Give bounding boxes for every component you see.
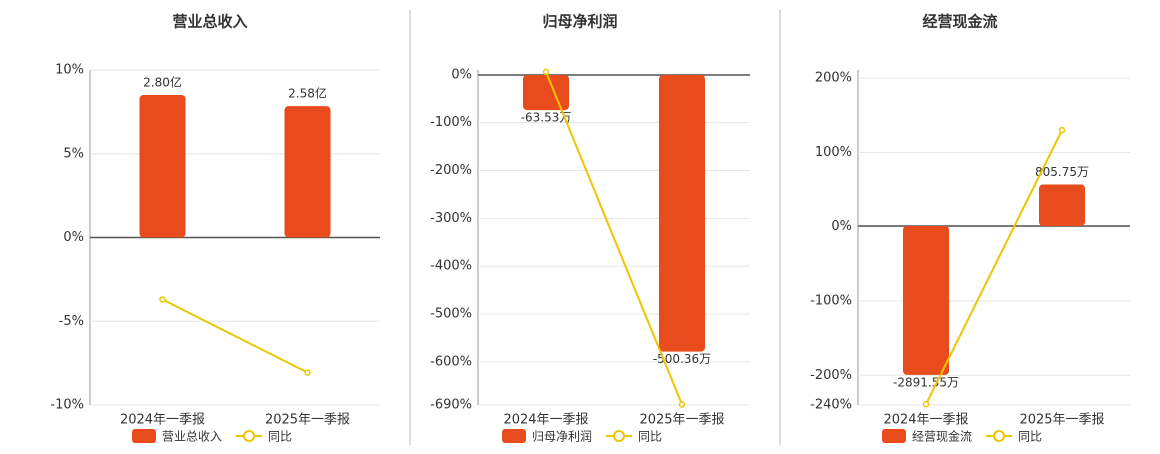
y-tick-label: -300% (430, 211, 472, 226)
legend-label: 同比 (1018, 430, 1042, 444)
bar (284, 106, 331, 238)
data-label: -63.53万 (521, 111, 572, 125)
data-label: 805.75万 (1035, 165, 1089, 179)
chart-title: 营业总收入 (172, 13, 247, 31)
y-tick-label: -400% (430, 259, 472, 274)
y-tick-label: 10% (55, 63, 84, 78)
legend-swatch (132, 429, 156, 443)
y-tick-label: -200% (810, 368, 852, 383)
data-label: 2.80亿 (143, 74, 182, 89)
line (925, 129, 1063, 405)
y-tick-label: 5% (63, 146, 84, 161)
y-tick-label: -100% (430, 115, 472, 130)
y-tick-label: 0% (63, 230, 84, 245)
y-tick-label: -500% (430, 307, 472, 322)
line (162, 298, 308, 374)
y-tick-label: -600% (430, 354, 472, 369)
y-tick-label: 200% (815, 71, 852, 86)
legend-swatch (502, 429, 526, 443)
line-point (304, 369, 311, 376)
x-tick-label: 2024年一季报 (503, 413, 588, 428)
y-tick-label: 0% (451, 67, 472, 82)
y-tick-label: 100% (815, 145, 852, 160)
y-tick-label: -100% (810, 294, 852, 309)
bar (139, 94, 186, 238)
legend-marker (613, 430, 625, 442)
data-label: 2.58亿 (288, 86, 327, 101)
legend-label: 归母净利润 (532, 430, 592, 444)
data-label: -500.36万 (653, 352, 711, 366)
legend-marker (993, 430, 1005, 442)
line-point (542, 68, 550, 76)
line-point (922, 401, 930, 408)
x-tick-label: 2025年一季报 (639, 413, 724, 428)
y-tick-label: -690% (430, 398, 472, 413)
y-tick-label: -10% (50, 398, 84, 413)
legend-label: 经营现金流 (912, 429, 972, 444)
chart-title: 经营现金流 (922, 13, 997, 31)
bar (659, 74, 705, 352)
line-point (678, 401, 686, 408)
y-tick-label: -200% (430, 163, 472, 178)
y-tick-label: -5% (59, 314, 84, 329)
x-tick-label: 2025年一季报 (1019, 413, 1104, 428)
line-point (159, 296, 166, 303)
data-label: -2891.55万 (893, 375, 959, 389)
y-tick-label: 0% (831, 219, 852, 234)
legend-label: 营业总收入 (162, 430, 222, 444)
legend-label: 同比 (638, 430, 662, 444)
legend-label: 同比 (268, 430, 292, 444)
legend-marker (243, 430, 255, 442)
x-tick-label: 2025年一季报 (265, 413, 350, 428)
x-tick-label: 2024年一季报 (120, 413, 205, 428)
bar (523, 74, 569, 111)
chart-title: 归母净利润 (542, 13, 617, 31)
line-point (1058, 126, 1066, 134)
x-tick-label: 2024年一季报 (883, 413, 968, 428)
line (545, 71, 683, 405)
y-tick-label: -240% (810, 398, 852, 413)
legend-swatch (882, 429, 906, 443)
bar (1039, 184, 1085, 226)
bar (903, 225, 949, 375)
